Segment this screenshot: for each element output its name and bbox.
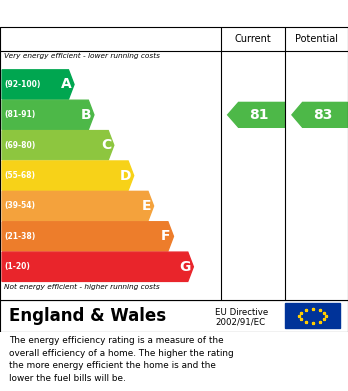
Text: 2002/91/EC: 2002/91/EC [215, 317, 265, 327]
Text: (81-91): (81-91) [4, 110, 35, 119]
Text: (1-20): (1-20) [4, 262, 30, 271]
Polygon shape [2, 131, 114, 160]
Text: (55-68): (55-68) [4, 171, 35, 180]
Text: EU Directive: EU Directive [215, 308, 268, 317]
Text: F: F [161, 230, 171, 243]
Text: A: A [61, 77, 71, 91]
Text: 83: 83 [313, 108, 332, 122]
Text: E: E [141, 199, 151, 213]
Polygon shape [2, 70, 74, 99]
Text: Not energy efficient - higher running costs: Not energy efficient - higher running co… [4, 284, 160, 290]
Polygon shape [292, 102, 348, 127]
Polygon shape [2, 191, 153, 221]
Text: B: B [80, 108, 91, 122]
Text: Current: Current [235, 34, 271, 44]
Text: England & Wales: England & Wales [9, 307, 166, 325]
Text: (92-100): (92-100) [4, 80, 41, 89]
Text: C: C [101, 138, 111, 152]
Text: Potential: Potential [295, 34, 338, 44]
Polygon shape [228, 102, 285, 127]
Polygon shape [2, 222, 173, 251]
Polygon shape [2, 100, 94, 129]
Text: 81: 81 [250, 108, 269, 122]
Text: Very energy efficient - lower running costs: Very energy efficient - lower running co… [4, 53, 160, 59]
Polygon shape [2, 252, 193, 282]
Text: D: D [119, 169, 131, 183]
Bar [285, 303, 340, 328]
Text: (69-80): (69-80) [4, 141, 35, 150]
Polygon shape [2, 161, 134, 190]
Text: (21-38): (21-38) [4, 232, 35, 241]
Text: (39-54): (39-54) [4, 201, 35, 210]
Text: Energy Efficiency Rating: Energy Efficiency Rating [9, 6, 211, 21]
Text: The energy efficiency rating is a measure of the
overall efficiency of a home. T: The energy efficiency rating is a measur… [9, 336, 233, 383]
Text: G: G [179, 260, 191, 274]
